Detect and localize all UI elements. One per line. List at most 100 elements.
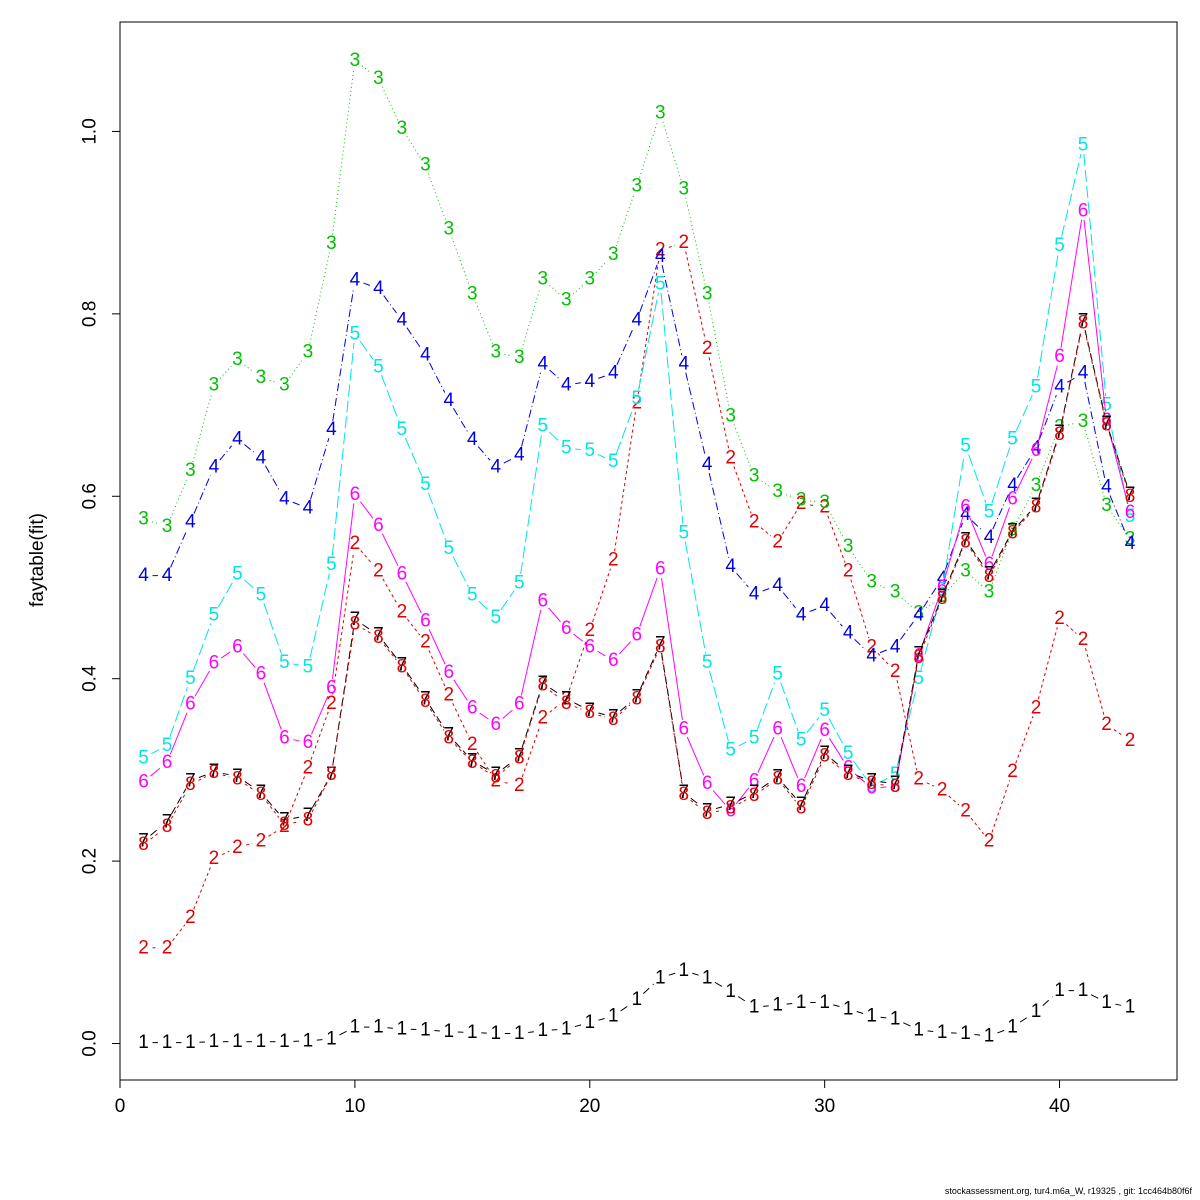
- series-4-segment: [1084, 381, 1106, 479]
- series-2-point: 2: [303, 758, 314, 779]
- series-5-point: 5: [1054, 235, 1065, 256]
- series-6-segment: [428, 629, 446, 665]
- series-1-segment: [620, 1004, 630, 1012]
- series-6-point: 6: [631, 624, 642, 645]
- series-8-point: 8: [162, 816, 173, 837]
- series-2-segment: [287, 776, 306, 819]
- series-5-point: 5: [819, 700, 830, 721]
- series-6-segment: [618, 641, 632, 655]
- series-2-segment: [760, 527, 772, 537]
- series-2-point: 2: [1031, 697, 1042, 718]
- series-7-point: 7: [866, 770, 877, 791]
- series-5-segment: [991, 447, 1011, 504]
- series-5-point: 5: [843, 743, 854, 764]
- series-4-point: 4: [1031, 437, 1042, 458]
- series-6-segment: [780, 736, 799, 779]
- series-3-point: 3: [373, 68, 384, 89]
- series-6-segment: [150, 767, 161, 777]
- series-8-segment: [362, 628, 371, 634]
- series-8-point: 8: [772, 769, 783, 790]
- series-1-point: 1: [937, 1022, 948, 1043]
- series-8-segment: [619, 704, 631, 715]
- series-4-point: 4: [866, 645, 877, 666]
- series-6-segment: [712, 790, 726, 805]
- series-6-point: 6: [279, 727, 290, 748]
- series-4-segment: [782, 592, 796, 609]
- series-8-segment: [856, 777, 864, 781]
- series-2-point: 2: [866, 636, 877, 657]
- series-4-segment: [170, 529, 188, 568]
- series-8-segment: [502, 763, 513, 772]
- series-5-point: 5: [256, 584, 267, 605]
- series-3-point: 3: [256, 367, 267, 388]
- series-8-point: 8: [890, 776, 901, 797]
- series-2-point: 2: [772, 531, 783, 552]
- series-3-point: 3: [561, 290, 572, 311]
- series-5-segment: [549, 431, 561, 443]
- series-7-point: 7: [1007, 520, 1018, 541]
- series-8-point: 8: [1031, 497, 1042, 518]
- series-2-point: 2: [749, 511, 760, 532]
- series-5-point: 5: [185, 668, 196, 689]
- series-3-segment: [475, 301, 493, 345]
- series-7-point: 7: [373, 624, 384, 645]
- series-6-segment: [520, 609, 542, 696]
- series-5-point: 5: [678, 522, 689, 543]
- series-1-point: 1: [326, 1028, 337, 1049]
- series-6-point: 6: [373, 515, 384, 536]
- series-7-point: 7: [1078, 311, 1089, 332]
- series-2-point: 2: [843, 561, 854, 582]
- series-1-point: 1: [467, 1022, 478, 1043]
- series-7-point: 7: [444, 725, 455, 746]
- series-5-point: 5: [561, 437, 572, 458]
- series-3-point: 3: [678, 178, 689, 199]
- series-4-point: 4: [678, 354, 689, 375]
- series-8-point: 8: [655, 636, 666, 657]
- series-7-segment: [761, 781, 771, 789]
- series-8-segment: [831, 761, 842, 770]
- series-7-point: 7: [256, 782, 267, 803]
- series-6-segment: [1016, 458, 1033, 492]
- series-2-point: 2: [1054, 608, 1065, 629]
- series-8-point: 8: [209, 762, 220, 783]
- series-5-point: 5: [397, 419, 408, 440]
- series-1-point: 1: [608, 1006, 619, 1027]
- series-1-segment: [598, 1018, 605, 1021]
- series-5-point: 5: [796, 729, 807, 750]
- series-3-segment: [244, 364, 255, 373]
- series-5-segment: [575, 448, 581, 451]
- series-8-segment: [521, 693, 541, 750]
- y-axis: 0.0 0.2 0.4 0.6 0.8 1.0: [80, 118, 121, 1057]
- series-5-point: 5: [655, 273, 666, 294]
- series-2-point: 2: [984, 831, 995, 852]
- series-3-segment: [761, 480, 771, 488]
- series-2-point: 2: [937, 779, 948, 800]
- series-4-segment: [923, 585, 938, 608]
- series-6-point: 6: [937, 577, 948, 598]
- series-6-point: 6: [326, 677, 337, 698]
- series-2-point: 2: [162, 937, 173, 958]
- series-layer: 1 1 1 1 1 1 1 1 11 1 1 1 1 1 1 1 1 1 1 111 1 111 1 1 1 1 1 11 1 1 1 111…: [138, 50, 1136, 1053]
- series-4-segment: [477, 446, 491, 461]
- series-5-point: 5: [209, 604, 220, 625]
- series-6-segment: [686, 736, 705, 776]
- series-4-segment: [292, 501, 300, 506]
- series-4-segment: [1038, 395, 1057, 440]
- series-8-segment: [198, 776, 207, 781]
- series-3-segment: [879, 585, 888, 589]
- series-4-segment: [1067, 377, 1076, 383]
- series-2-segment: [1084, 648, 1105, 716]
- y-tick-label: 0.0: [80, 1030, 101, 1056]
- series-8-point: 8: [185, 774, 196, 795]
- series-6-point: 6: [913, 645, 924, 666]
- series-8-segment: [992, 540, 1009, 569]
- series-4-point: 4: [350, 270, 361, 291]
- series-5-segment: [896, 687, 917, 766]
- series-2-segment: [637, 258, 660, 395]
- series-5-segment: [331, 342, 355, 556]
- series-4-point: 4: [420, 344, 431, 365]
- series-8-segment: [150, 831, 161, 840]
- series-2-segment: [781, 510, 797, 535]
- series-5-segment: [427, 492, 447, 540]
